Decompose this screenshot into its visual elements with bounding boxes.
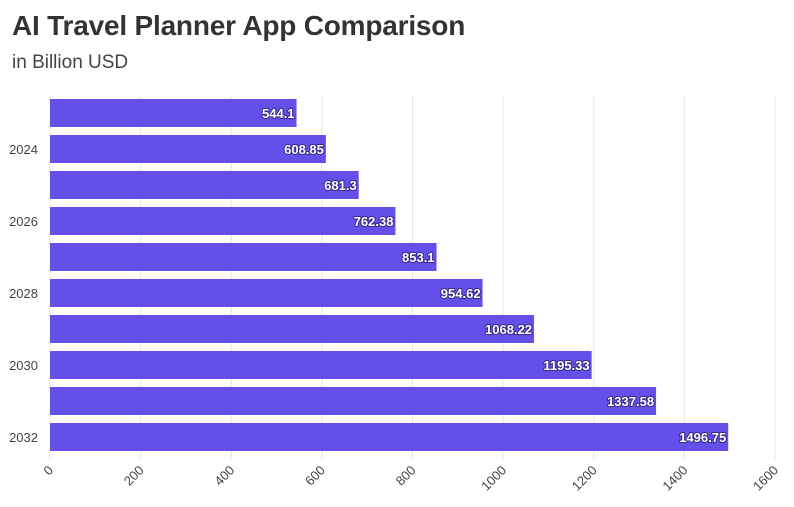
x-tick-label-1200: 1200	[569, 463, 600, 494]
x-tick-label-1600: 1600	[750, 463, 781, 494]
bar-label-2029: 1068.22	[485, 322, 532, 337]
y-tick-label-2026: 2026	[9, 214, 38, 229]
x-tick-label-800: 800	[393, 463, 419, 489]
bars	[50, 99, 729, 451]
bar-label-2023: 544.1	[262, 106, 295, 121]
bar-label-2032: 1496.75	[679, 430, 726, 445]
bar-label-2030: 1195.33	[543, 358, 589, 373]
bar-2029	[50, 315, 535, 343]
bar-data-labels: 544.1 608.85 681.3 762.38 853.1 954.62 1068.22…	[261, 105, 727, 446]
bar-label-2025: 681.3	[324, 178, 357, 193]
bar-2031	[50, 387, 657, 415]
bar-label-2026: 762.38	[354, 214, 394, 229]
x-tick-label-1400: 1400	[659, 463, 690, 494]
bar-2032	[50, 423, 729, 451]
bar-2026	[50, 207, 396, 235]
bar-label-2024: 608.85	[284, 142, 324, 157]
y-axis-ticks: 2024 2026 2028 2030 2032	[9, 142, 38, 445]
x-tick-label-200: 200	[121, 463, 147, 489]
y-tick-label-2024: 2024	[9, 142, 38, 157]
bar-label-2031: 1337.58	[607, 394, 654, 409]
y-tick-label-2030: 2030	[9, 358, 38, 373]
bar-2027	[50, 243, 437, 271]
bar-2030	[50, 351, 592, 379]
bar-2024	[50, 135, 326, 163]
chart-subtitle: in Billion USD	[12, 52, 129, 73]
chart-title: AI Travel Planner App Comparison	[12, 10, 466, 41]
x-tick-label-1000: 1000	[478, 463, 509, 494]
bar-label-2028: 954.62	[441, 286, 481, 301]
x-tick-label-0: 0	[40, 463, 56, 479]
x-tick-label-400: 400	[211, 463, 237, 489]
bar-2023	[50, 99, 297, 127]
y-tick-label-2028: 2028	[9, 286, 38, 301]
bar-2028	[50, 279, 483, 307]
bar-2025	[50, 171, 359, 199]
x-axis-ticks: 0 200 400 600 800 1000 1200 1400 1600	[40, 463, 781, 494]
y-tick-label-2032: 2032	[9, 430, 38, 445]
bar-label-2027: 853.1	[402, 250, 435, 265]
x-tick-label-600: 600	[302, 463, 328, 489]
